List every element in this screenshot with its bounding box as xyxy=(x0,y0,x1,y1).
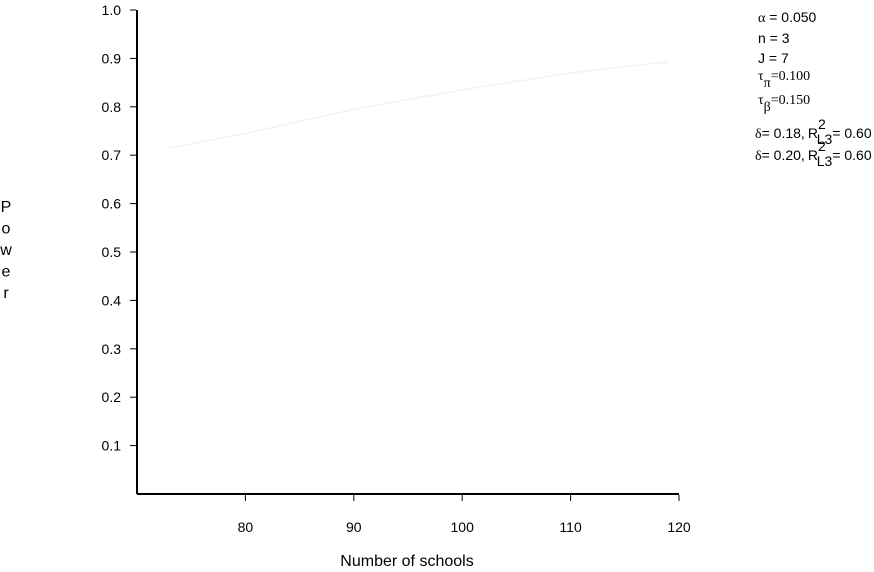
y-tick-label: 0.8 xyxy=(102,99,122,115)
parameters-block: α = 0.050 n = 3 J = 7 τπ=0.100 τβ=0.150 xyxy=(758,9,817,115)
param-n: n = 3 xyxy=(758,30,790,46)
y-tick-label: 1.0 xyxy=(102,2,122,18)
param-tau-beta: τβ=0.150 xyxy=(758,93,810,115)
param-tau-pi: τπ=0.100 xyxy=(758,69,810,91)
param-J: J = 7 xyxy=(758,50,789,66)
tau-pi-subscript: π xyxy=(764,76,771,91)
x-tick-label: 110 xyxy=(559,519,582,535)
tau-beta-subscript: β xyxy=(764,100,771,115)
tau-beta-symbol: τ xyxy=(758,93,764,108)
y-tick-label: 0.6 xyxy=(102,196,122,212)
legend-1-delta-value: = 0.18, xyxy=(762,125,805,141)
tau-pi-symbol: τ xyxy=(758,69,764,84)
y-axis-ticks: 0.1 0.2 0.3 0.4 0.5 0.6 0.7 0.8 0.9 1.0 xyxy=(102,2,136,454)
legend-2-r-sub: L3 xyxy=(817,153,833,169)
legend-1-r-sup: 2 xyxy=(818,116,826,132)
legend-2-r-value: = 0.60 xyxy=(832,147,872,163)
x-tick-label: 120 xyxy=(667,519,691,535)
legend-2-delta-value: = 0.20, xyxy=(762,147,805,163)
x-axis-ticks: 80 90 100 110 120 xyxy=(238,495,691,535)
x-tick-label: 100 xyxy=(451,519,475,535)
tau-pi-value: =0.100 xyxy=(771,69,810,84)
series-line-1 xyxy=(169,61,669,149)
y-axis-title-letter: w xyxy=(0,242,12,259)
legend-2-r-sup: 2 xyxy=(818,138,826,154)
legend-1-delta-symbol: δ xyxy=(755,127,762,142)
x-tick-label: 80 xyxy=(238,519,254,535)
x-axis-title: Number of schools xyxy=(340,553,473,570)
legend: δ= 0.18, R2 L3= 0.60 δ= 0.20, R2 L3= 0.60 xyxy=(755,116,872,169)
y-axis-title-letter: e xyxy=(2,264,11,281)
y-axis-title-letter: r xyxy=(3,285,9,302)
legend-1-r-sub: L3 xyxy=(817,131,833,147)
y-tick-label: 0.7 xyxy=(102,147,122,163)
legend-1-r-value: = 0.60 xyxy=(832,125,872,141)
y-tick-label: 0.5 xyxy=(102,244,122,260)
alpha-symbol: α xyxy=(758,11,766,26)
y-tick-label: 0.4 xyxy=(102,292,122,308)
series-group xyxy=(169,61,669,149)
legend-1-r: R xyxy=(808,125,818,141)
tau-beta-value: =0.150 xyxy=(771,93,810,108)
legend-2-r: R xyxy=(808,147,818,163)
x-tick-label: 90 xyxy=(346,519,362,535)
param-alpha: α = 0.050 xyxy=(758,9,817,26)
legend-entry-2: δ= 0.20, R2 L3= 0.60 xyxy=(755,138,872,169)
y-axis-title-letter: P xyxy=(1,199,12,216)
y-tick-label: 0.2 xyxy=(102,389,122,405)
alpha-value: = 0.050 xyxy=(765,9,816,25)
y-tick-label: 0.1 xyxy=(102,438,122,454)
legend-2-delta-symbol: δ xyxy=(755,149,762,164)
y-axis-title-letter: o xyxy=(2,221,11,238)
legend-entry-1: δ= 0.18, R2 L3= 0.60 xyxy=(755,116,872,147)
y-tick-label: 0.9 xyxy=(102,50,122,66)
y-tick-label: 0.3 xyxy=(102,341,122,357)
